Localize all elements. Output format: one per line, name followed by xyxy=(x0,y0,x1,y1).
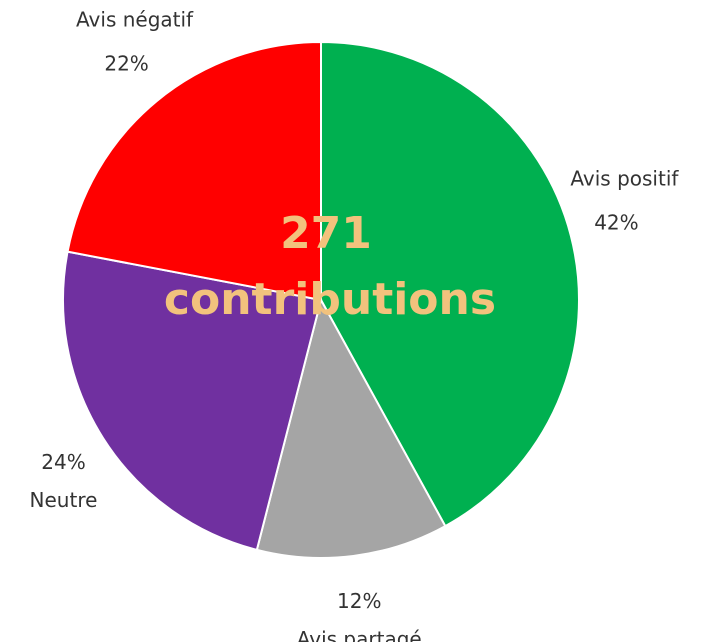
value-label: 12% xyxy=(337,589,381,613)
category-label: Avis négatif xyxy=(76,7,194,31)
value-label: 22% xyxy=(104,51,148,75)
value-label: 24% xyxy=(41,450,85,474)
pie-slice xyxy=(255,297,447,559)
pie-slice xyxy=(66,40,322,302)
pie-slice xyxy=(62,250,323,552)
category-label: Neutre xyxy=(30,488,98,512)
pie-slice xyxy=(320,40,580,528)
value-label: 42% xyxy=(594,211,638,235)
center-label: contributions xyxy=(164,274,496,325)
category-label: Avis positif xyxy=(570,167,679,191)
center-label: 271 xyxy=(280,208,372,259)
category-label: Avis partagé xyxy=(297,627,422,642)
